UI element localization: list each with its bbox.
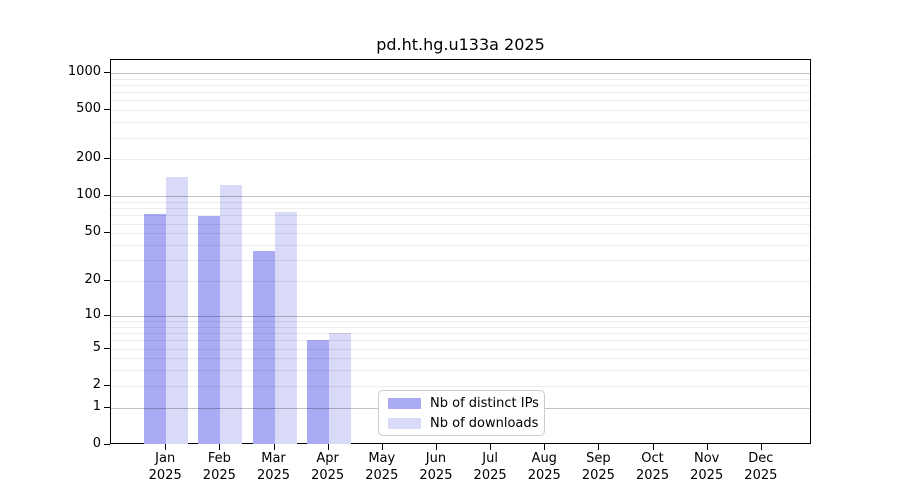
grid-layer bbox=[111, 60, 810, 443]
legend-label-downloads: Nb of downloads bbox=[430, 415, 539, 431]
x-tick-label-mar: Mar 2025 bbox=[256, 451, 291, 483]
x-tick-mark bbox=[544, 444, 546, 450]
bar-downloads-feb bbox=[220, 184, 243, 444]
gridline-minor bbox=[111, 202, 810, 204]
x-tick-label-oct: Oct 2025 bbox=[636, 451, 670, 483]
y-tick-mark bbox=[104, 347, 110, 349]
x-tick-mark bbox=[327, 444, 329, 450]
y-tick-mark bbox=[104, 195, 110, 197]
gridline-minor bbox=[111, 340, 810, 342]
gridline-minor bbox=[111, 321, 810, 322]
bar-distinct-ips-feb bbox=[198, 216, 221, 444]
x-tick-mark bbox=[760, 444, 762, 450]
y-tick-label: 20 bbox=[84, 272, 101, 288]
y-tick-mark bbox=[104, 384, 110, 386]
gridline-minor bbox=[111, 281, 810, 283]
y-tick-mark bbox=[104, 109, 110, 111]
gridline-minor bbox=[111, 208, 810, 210]
gridline-minor bbox=[111, 78, 810, 80]
y-tick-label: 200 bbox=[76, 150, 101, 166]
y-tick-label: 50 bbox=[84, 224, 101, 240]
gridline-minor bbox=[111, 370, 810, 372]
x-tick-label-apr: Apr 2025 bbox=[311, 451, 345, 483]
y-tick-label: 2 bbox=[92, 376, 101, 392]
legend-swatch-distinct-ips bbox=[388, 397, 421, 409]
gridline-minor bbox=[111, 260, 810, 262]
x-tick-label-feb: Feb 2025 bbox=[202, 451, 236, 483]
y-tick-label: 5 bbox=[92, 339, 101, 355]
gridline-minor bbox=[111, 233, 810, 235]
gridline-minor bbox=[111, 348, 810, 350]
x-tick-mark bbox=[706, 444, 708, 450]
y-tick-mark bbox=[104, 406, 110, 408]
bar-distinct-ips-mar bbox=[252, 250, 275, 444]
x-tick-mark bbox=[381, 444, 383, 450]
y-tick-mark bbox=[104, 280, 110, 282]
gridline-minor bbox=[111, 137, 810, 139]
gridline-minor bbox=[111, 358, 810, 360]
gridline-minor bbox=[111, 100, 810, 102]
gridline-major bbox=[111, 72, 810, 74]
y-tick-label: 0 bbox=[92, 436, 101, 451]
legend-label-distinct-ips: Nb of distinct IPs bbox=[430, 395, 539, 411]
x-tick-mark bbox=[652, 444, 654, 450]
gridline-minor bbox=[111, 333, 810, 335]
gridline-minor bbox=[111, 159, 810, 161]
y-tick-mark bbox=[104, 444, 110, 445]
x-tick-label-may: May 2025 bbox=[365, 451, 399, 483]
bars-layer bbox=[111, 60, 810, 444]
legend-item-downloads: Nb of downloads bbox=[388, 415, 539, 431]
legend: Nb of distinct IPs Nb of downloads bbox=[378, 390, 545, 436]
bar-downloads-apr bbox=[328, 333, 351, 444]
x-tick-label-dec: Dec 2025 bbox=[744, 451, 778, 483]
chart-title: pd.ht.hg.u133a 2025 bbox=[376, 35, 545, 54]
bar-distinct-ips-jan bbox=[144, 213, 167, 444]
legend-item-distinct-ips: Nb of distinct IPs bbox=[388, 395, 539, 411]
bar-downloads-jan bbox=[166, 176, 189, 444]
gridline-minor bbox=[111, 245, 810, 246]
gridline-major bbox=[111, 196, 810, 198]
x-tick-mark bbox=[435, 444, 437, 450]
gridline-minor bbox=[111, 223, 810, 225]
x-tick-label-aug: Aug 2025 bbox=[527, 451, 561, 483]
gridline-major bbox=[111, 315, 810, 317]
y-tick-label: 100 bbox=[76, 187, 101, 203]
y-tick-mark bbox=[104, 158, 110, 160]
x-tick-label-sep: Sep 2025 bbox=[581, 451, 615, 483]
y-tick-label: 500 bbox=[76, 101, 101, 117]
x-tick-label-jan: Jan 2025 bbox=[148, 451, 182, 483]
bar-downloads-mar bbox=[274, 212, 297, 444]
x-tick-mark bbox=[219, 444, 221, 450]
gridline-minor bbox=[111, 215, 810, 217]
y-tick-label: 1 bbox=[92, 398, 101, 414]
legend-swatch-downloads bbox=[388, 417, 421, 429]
y-tick-mark bbox=[104, 71, 110, 73]
y-tick-mark bbox=[104, 232, 110, 234]
x-tick-label-nov: Nov 2025 bbox=[690, 451, 724, 483]
gridline-minor bbox=[111, 92, 810, 94]
y-tick-mark bbox=[104, 314, 110, 316]
x-tick-mark bbox=[490, 444, 492, 450]
gridline-minor bbox=[111, 385, 810, 387]
x-tick-mark bbox=[598, 444, 600, 450]
bar-distinct-ips-apr bbox=[306, 340, 329, 444]
x-tick-mark bbox=[165, 444, 167, 450]
gridline-minor bbox=[111, 110, 810, 112]
x-tick-label-jul: Jul 2025 bbox=[473, 451, 507, 483]
y-tick-label: 1000 bbox=[67, 63, 101, 79]
gridline-minor bbox=[111, 84, 810, 86]
plot-area bbox=[110, 59, 811, 444]
x-tick-label-jun: Jun 2025 bbox=[419, 451, 453, 483]
y-tick-label: 10 bbox=[84, 306, 101, 322]
gridline-minor bbox=[111, 122, 810, 124]
x-tick-mark bbox=[273, 444, 275, 450]
gridline-minor bbox=[111, 326, 810, 328]
